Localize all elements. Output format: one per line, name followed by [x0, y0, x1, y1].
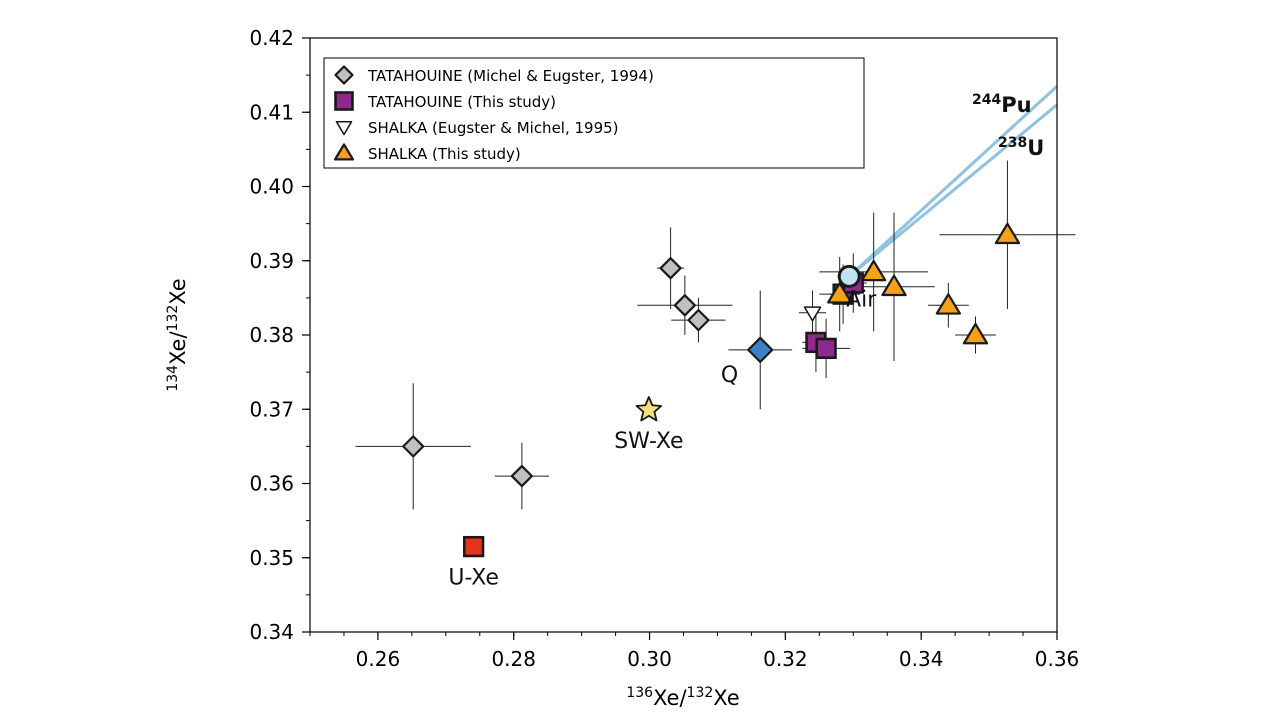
y-axis-title-end: Xe	[166, 278, 190, 304]
series-0-point-2	[659, 257, 682, 280]
series-3-point-3	[935, 293, 961, 315]
reference-U-Xe-label: U-Xe	[448, 566, 499, 591]
reference-SW-Xe	[635, 396, 663, 422]
legend-label-0: TATAHOUINE (Michel & Eugster, 1994)	[367, 67, 654, 85]
y-tick-label-3: 0.37	[249, 397, 294, 421]
x-tick-label-2: 0.30	[627, 647, 672, 671]
mixing-line-label-text-244Pu: Pu	[1001, 93, 1031, 117]
y-tick-label-6: 0.40	[249, 175, 294, 199]
x-axis-title-end: Xe	[713, 686, 739, 710]
reference-labels-layer: 244Pu 238U U-Xe SW-Xe Q Air	[448, 92, 1044, 591]
axes-layer: 0.26 0.28 0.30 0.32 0.34 0.36 0.34 0.35 0.36 0.37…	[249, 26, 1079, 671]
error-bars-layer	[355, 160, 1076, 510]
series-3-point-4	[962, 322, 989, 345]
x-axis-title: 136Xe/132Xe	[626, 685, 739, 710]
x-tick-label-4: 0.34	[899, 647, 944, 671]
legend-label-1: TATAHOUINE (This study)	[367, 93, 556, 111]
y-tick-label-4: 0.38	[249, 323, 294, 347]
y-tick-label-5: 0.39	[249, 249, 294, 273]
reference-Air-label: Air	[846, 287, 877, 312]
reference-Q	[747, 336, 774, 363]
y-tick-label-2: 0.36	[249, 472, 294, 496]
legend-marker-1	[334, 91, 354, 111]
y-tick-label-1: 0.35	[249, 546, 294, 570]
y-axis-title: 134Xe/132Xe	[165, 278, 190, 391]
series-0-point-1	[510, 464, 533, 488]
series-3-point-5	[994, 222, 1021, 245]
x-axis-title-sup1: 136	[626, 685, 653, 701]
x-tick-label-1: 0.28	[491, 647, 536, 671]
legend-label-3: SHALKA (This study)	[368, 145, 521, 163]
mixing-line-label-sup-244Pu: 244	[972, 92, 1001, 108]
series-3-point-1	[860, 259, 887, 282]
y-axis-title-sup1: 134	[165, 365, 181, 392]
legend: TATAHOUINE (Michel & Eugster, 1994) TATAH…	[323, 57, 865, 169]
y-tick-label-7: 0.41	[249, 100, 294, 124]
mixing-line-label-sup-238U: 238	[998, 135, 1027, 151]
x-axis-title-mid: Xe/	[653, 686, 687, 710]
mixing-line-244Pu	[848, 85, 1059, 278]
series-0-point-3	[673, 294, 696, 317]
reference-SW-Xe-label: SW-Xe	[614, 429, 683, 454]
series-2-point-0	[803, 306, 822, 322]
y-tick-label-8: 0.42	[249, 26, 294, 50]
legend-box	[323, 57, 865, 169]
mixing-lines-layer	[848, 85, 1059, 278]
series-3-point-2	[881, 274, 907, 297]
legend-marker-0	[334, 65, 354, 85]
reference-Q-label: Q	[721, 363, 738, 388]
y-tick-label-0: 0.34	[249, 620, 294, 644]
legend-marker-3	[333, 143, 355, 161]
x-tick-label-0: 0.26	[356, 647, 401, 671]
x-tick-label-3: 0.32	[763, 647, 808, 671]
mixing-line-238U	[848, 103, 1058, 278]
legend-label-2: SHALKA (Eugster & Michel, 1995)	[368, 119, 619, 137]
reference-U-Xe	[463, 535, 485, 558]
y-axis-title-mid: Xe/	[166, 331, 190, 365]
legend-marker-2	[335, 120, 353, 136]
mixing-line-label-text-238U: U	[1027, 136, 1044, 160]
markers-layer	[402, 222, 1021, 558]
mixing-line-label-238U: 238U	[998, 135, 1044, 160]
series-0-point-4	[687, 309, 710, 332]
series-3-point-0	[827, 282, 853, 304]
series-1-point-1	[815, 337, 837, 360]
series-0-point-0	[402, 435, 425, 458]
reference-Air	[837, 264, 861, 288]
x-axis-title-sup2: 132	[687, 685, 714, 701]
mixing-line-label-244Pu: 244Pu	[972, 92, 1032, 117]
x-tick-label-5: 0.36	[1035, 647, 1080, 671]
y-axis-title-sup2: 132	[165, 305, 181, 332]
